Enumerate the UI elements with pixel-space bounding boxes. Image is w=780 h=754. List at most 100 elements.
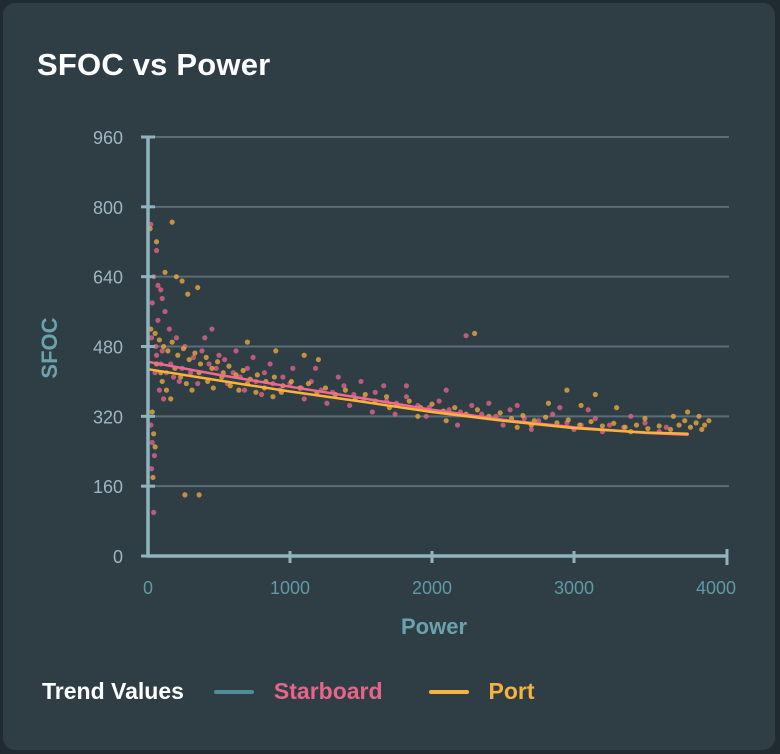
starboard-point: [454, 422, 461, 428]
port-point: [699, 426, 705, 433]
port-point: [543, 414, 549, 420]
starboard-point: [500, 422, 506, 428]
port-point: [162, 269, 168, 275]
starboard-point: [301, 396, 307, 402]
port-point: [315, 356, 321, 363]
port-point: [415, 413, 421, 419]
legend-item-port[interactable]: Port: [488, 678, 535, 704]
starboard-point: [244, 365, 250, 371]
starboard-point: [592, 415, 598, 422]
y-tick-label: 480: [93, 338, 123, 358]
starboard-point: [403, 394, 410, 400]
starboard-point: [628, 413, 634, 419]
starboard-point: [202, 335, 208, 341]
starboard-point: [209, 326, 215, 332]
starboard-point: [469, 402, 475, 409]
port-point: [196, 492, 202, 498]
starboard-point: [151, 509, 157, 515]
port-point: [676, 422, 682, 428]
port-point: [173, 274, 179, 280]
starboard-point: [663, 424, 669, 430]
port-point: [656, 423, 662, 429]
starboard-point: [606, 422, 613, 428]
tick-labels: 0 160 320 480 640 800 960 0 1000 2000 3000 4000: [93, 128, 736, 598]
port-point: [165, 348, 171, 354]
port-point: [240, 367, 246, 374]
starboard-point: [585, 407, 591, 413]
port-point: [175, 352, 181, 358]
port-point: [227, 383, 233, 389]
port-point: [233, 372, 239, 378]
starboard-point: [381, 383, 387, 389]
starboard-point: [153, 352, 160, 358]
port-point: [497, 410, 503, 416]
y-tick-label: 960: [93, 128, 123, 148]
port-point: [195, 284, 201, 291]
starboard-point: [335, 374, 341, 380]
legend-item-starboard[interactable]: Starboard: [273, 678, 383, 704]
y-tick-label: 320: [93, 407, 123, 427]
starboard-point: [507, 407, 513, 413]
starboard-point: [173, 335, 179, 341]
port-point: [614, 405, 620, 411]
port-point: [209, 365, 215, 371]
starboard-point: [535, 418, 542, 424]
starboard-point: [392, 411, 398, 417]
trend-lines: [146, 360, 689, 436]
port-point: [472, 330, 478, 337]
port-point: [685, 409, 691, 415]
starboard-point: [188, 370, 194, 376]
grid-lines: [148, 136, 729, 488]
starboard-point: [233, 348, 239, 354]
port-point: [565, 417, 571, 423]
port-point: [305, 380, 312, 387]
legend-label: Trend Values: [42, 678, 184, 704]
port-point: [406, 398, 412, 404]
port-point: [183, 380, 189, 387]
x-tick-label: 4000: [696, 578, 736, 598]
starboard-trend-line: [146, 360, 689, 436]
chart-card: SFOC vs Power: [3, 3, 775, 750]
port-point: [153, 239, 160, 245]
starboard-point: [528, 426, 535, 433]
starboard-point: [199, 348, 205, 354]
port-point: [152, 444, 158, 450]
starboard-point: [550, 411, 556, 417]
port-point: [322, 385, 329, 391]
starboard-point: [443, 387, 449, 393]
port-point: [244, 339, 250, 345]
port-point: [226, 363, 232, 369]
starboard-point: [190, 354, 197, 361]
port-point: [599, 423, 606, 429]
y-tick-label: 160: [93, 477, 123, 497]
starboard-point: [463, 332, 469, 339]
legend: Trend Values Starboard Port: [42, 678, 581, 705]
port-point: [443, 418, 449, 424]
port-point: [169, 219, 175, 225]
port-point: [253, 389, 259, 395]
x-tick-label: 3000: [554, 578, 594, 598]
starboard-point: [159, 348, 165, 354]
starboard-point: [159, 295, 165, 302]
starboard-point: [557, 405, 563, 411]
port-point: [362, 391, 368, 398]
port-point: [588, 418, 594, 425]
port-point: [163, 387, 170, 393]
legend-swatch-port: [428, 689, 469, 694]
x-tick-label: 1000: [270, 578, 310, 598]
port-point: [236, 387, 242, 393]
starboard-point: [195, 380, 201, 387]
starboard-point: [341, 383, 347, 389]
port-point: [520, 412, 526, 419]
port-point: [592, 391, 598, 398]
port-point: [706, 418, 712, 424]
port-point: [667, 426, 674, 433]
port-point: [642, 415, 648, 422]
starboard-point: [148, 466, 155, 472]
starboard-point: [213, 365, 219, 371]
port-point: [159, 378, 165, 385]
port-point: [189, 387, 195, 393]
starboard-point: [642, 420, 648, 426]
starboard-point: [166, 326, 172, 332]
port-point: [152, 330, 158, 337]
